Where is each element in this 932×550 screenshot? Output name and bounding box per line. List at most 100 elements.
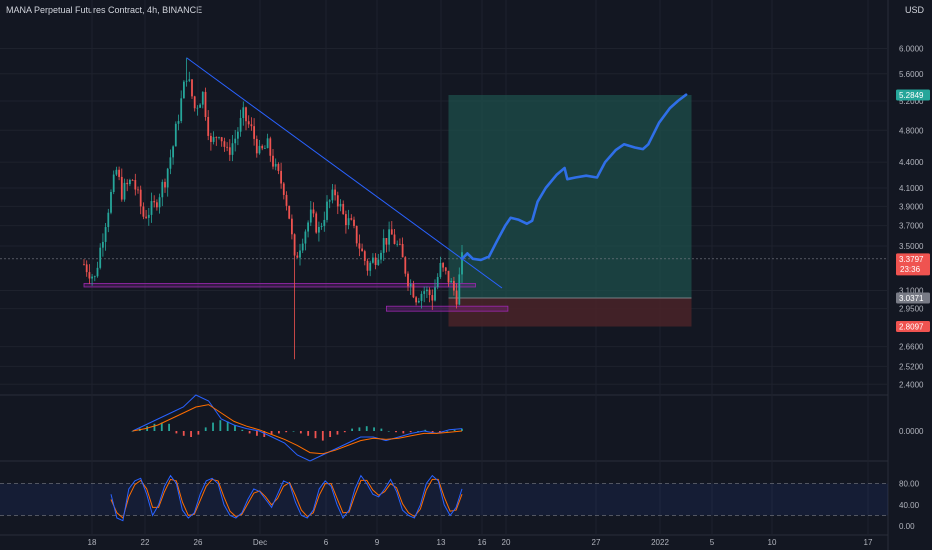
candle [185,80,188,82]
macd-bar [380,428,383,431]
candle [118,169,120,177]
candle [309,209,312,223]
macd-bar [431,431,434,433]
candle [147,214,150,218]
price-tick-label: 3.9000 [899,202,924,211]
candle [288,205,291,219]
candle [350,218,353,220]
candle [123,182,126,200]
candle [239,118,242,132]
macd-bar [204,427,207,431]
stoch-tick-label: 0.00 [899,522,915,531]
candle [369,262,372,271]
candle [285,194,288,206]
macd-bar [226,421,229,431]
candle [253,126,255,139]
candle [258,145,261,154]
macd-bar [402,431,405,434]
candle [242,107,245,119]
candle [129,179,131,185]
price-tick-label: 6.0000 [899,45,924,54]
candle [83,264,85,266]
time-tick-label: 10 [768,538,777,547]
candle [420,293,423,301]
macd-bar [131,431,134,432]
macd-bar [314,431,317,439]
candle [255,138,258,154]
candle [161,181,164,198]
time-tick-label: 5 [710,538,715,547]
candle [158,197,161,208]
macd-bar [285,431,288,433]
candle [318,226,320,233]
candle [453,280,455,291]
candle [201,91,204,105]
macd-bar [321,431,324,441]
candle [345,214,347,226]
candle [234,138,237,144]
price-tick-label: 2.4000 [899,380,924,389]
macd-bar [446,431,449,432]
candle [199,104,201,108]
price-badge-label: 3.3797 [899,255,924,264]
macd-bar [248,431,251,434]
candle [193,96,196,109]
candle [112,174,115,192]
candle [188,79,191,81]
candle [336,195,339,207]
macd-bar [417,431,419,432]
time-tick-label: 9 [375,538,380,547]
candle [191,79,193,97]
candle [261,145,264,149]
candle [372,257,374,263]
candle [139,189,142,207]
candle [142,206,145,217]
macd-bar [351,428,353,431]
candle [436,277,439,288]
macd-bar [292,431,295,432]
candle [407,273,409,287]
price-tick-label: 4.4000 [899,158,924,167]
candles [83,57,463,360]
macd-tick-label: 0.0000 [899,427,924,436]
candle [320,226,323,227]
macd-bar [197,431,200,435]
macd-bar [146,426,149,431]
macd-bar [387,431,390,432]
candle [231,143,234,155]
macd-bar [329,431,332,437]
candle [380,252,382,260]
price-tick-label: 3.7000 [899,222,924,231]
candle [180,98,183,122]
macd-bar [358,427,361,431]
candle [120,176,123,200]
candle [250,124,253,127]
candle [323,219,326,227]
macd-bar [395,431,397,433]
time-tick-label: 20 [502,538,511,547]
currency-label[interactable]: USD [904,5,924,15]
candle [301,243,304,251]
candle [299,250,301,258]
candle [377,259,380,265]
candle [280,170,282,184]
time-tick-label: 2022 [651,538,669,547]
candle [218,137,220,139]
candle [274,163,277,167]
macd-bar [190,431,192,437]
candle [444,267,447,271]
price-badge-label: 3.0371 [899,294,924,303]
macd-bar [373,427,375,431]
candle [390,229,393,235]
candle [293,234,296,256]
candle [166,168,169,188]
candle [237,131,239,139]
macd-bar [182,431,185,436]
candle [137,189,139,191]
candle [115,169,118,175]
time-tick-label: 18 [88,538,97,547]
candle [417,300,420,303]
candle [339,203,342,207]
candle [388,229,390,245]
